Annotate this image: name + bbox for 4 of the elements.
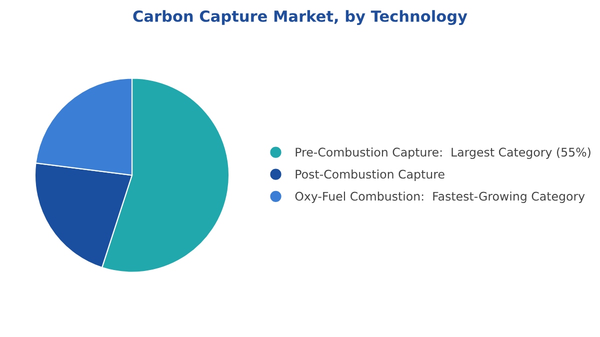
legend-label: Pre-Combustion Capture: Largest Category (55%)	[296, 147, 590, 159]
legend-label: Oxy-Fuel Combustion: Fastest-Growing Category	[295, 192, 585, 204]
chart-title: Carbon Capture Market, by Technology	[133, 10, 468, 26]
legend-label: Post-Combustion Capture	[296, 170, 444, 181]
